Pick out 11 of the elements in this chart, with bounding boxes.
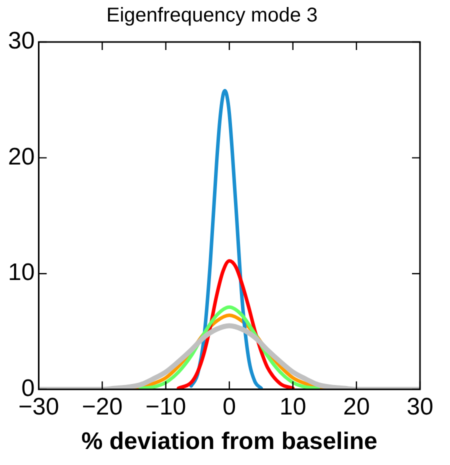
x-tick-label: 30 bbox=[406, 393, 434, 420]
x-tick-label: 10 bbox=[280, 393, 306, 420]
x-tick-label: 0 bbox=[222, 393, 236, 420]
chart-title: Eigenfrequency mode 3 bbox=[106, 4, 318, 27]
y-tick-label: 20 bbox=[8, 143, 35, 170]
y-tick-label: 30 bbox=[8, 28, 35, 55]
x-tick-label: −10 bbox=[145, 393, 186, 420]
x-tick-label: −20 bbox=[82, 393, 123, 420]
y-tick-label: 10 bbox=[8, 259, 35, 286]
x-tick-label: 20 bbox=[343, 393, 370, 420]
x-axis-title: % deviation from baseline bbox=[81, 428, 378, 456]
